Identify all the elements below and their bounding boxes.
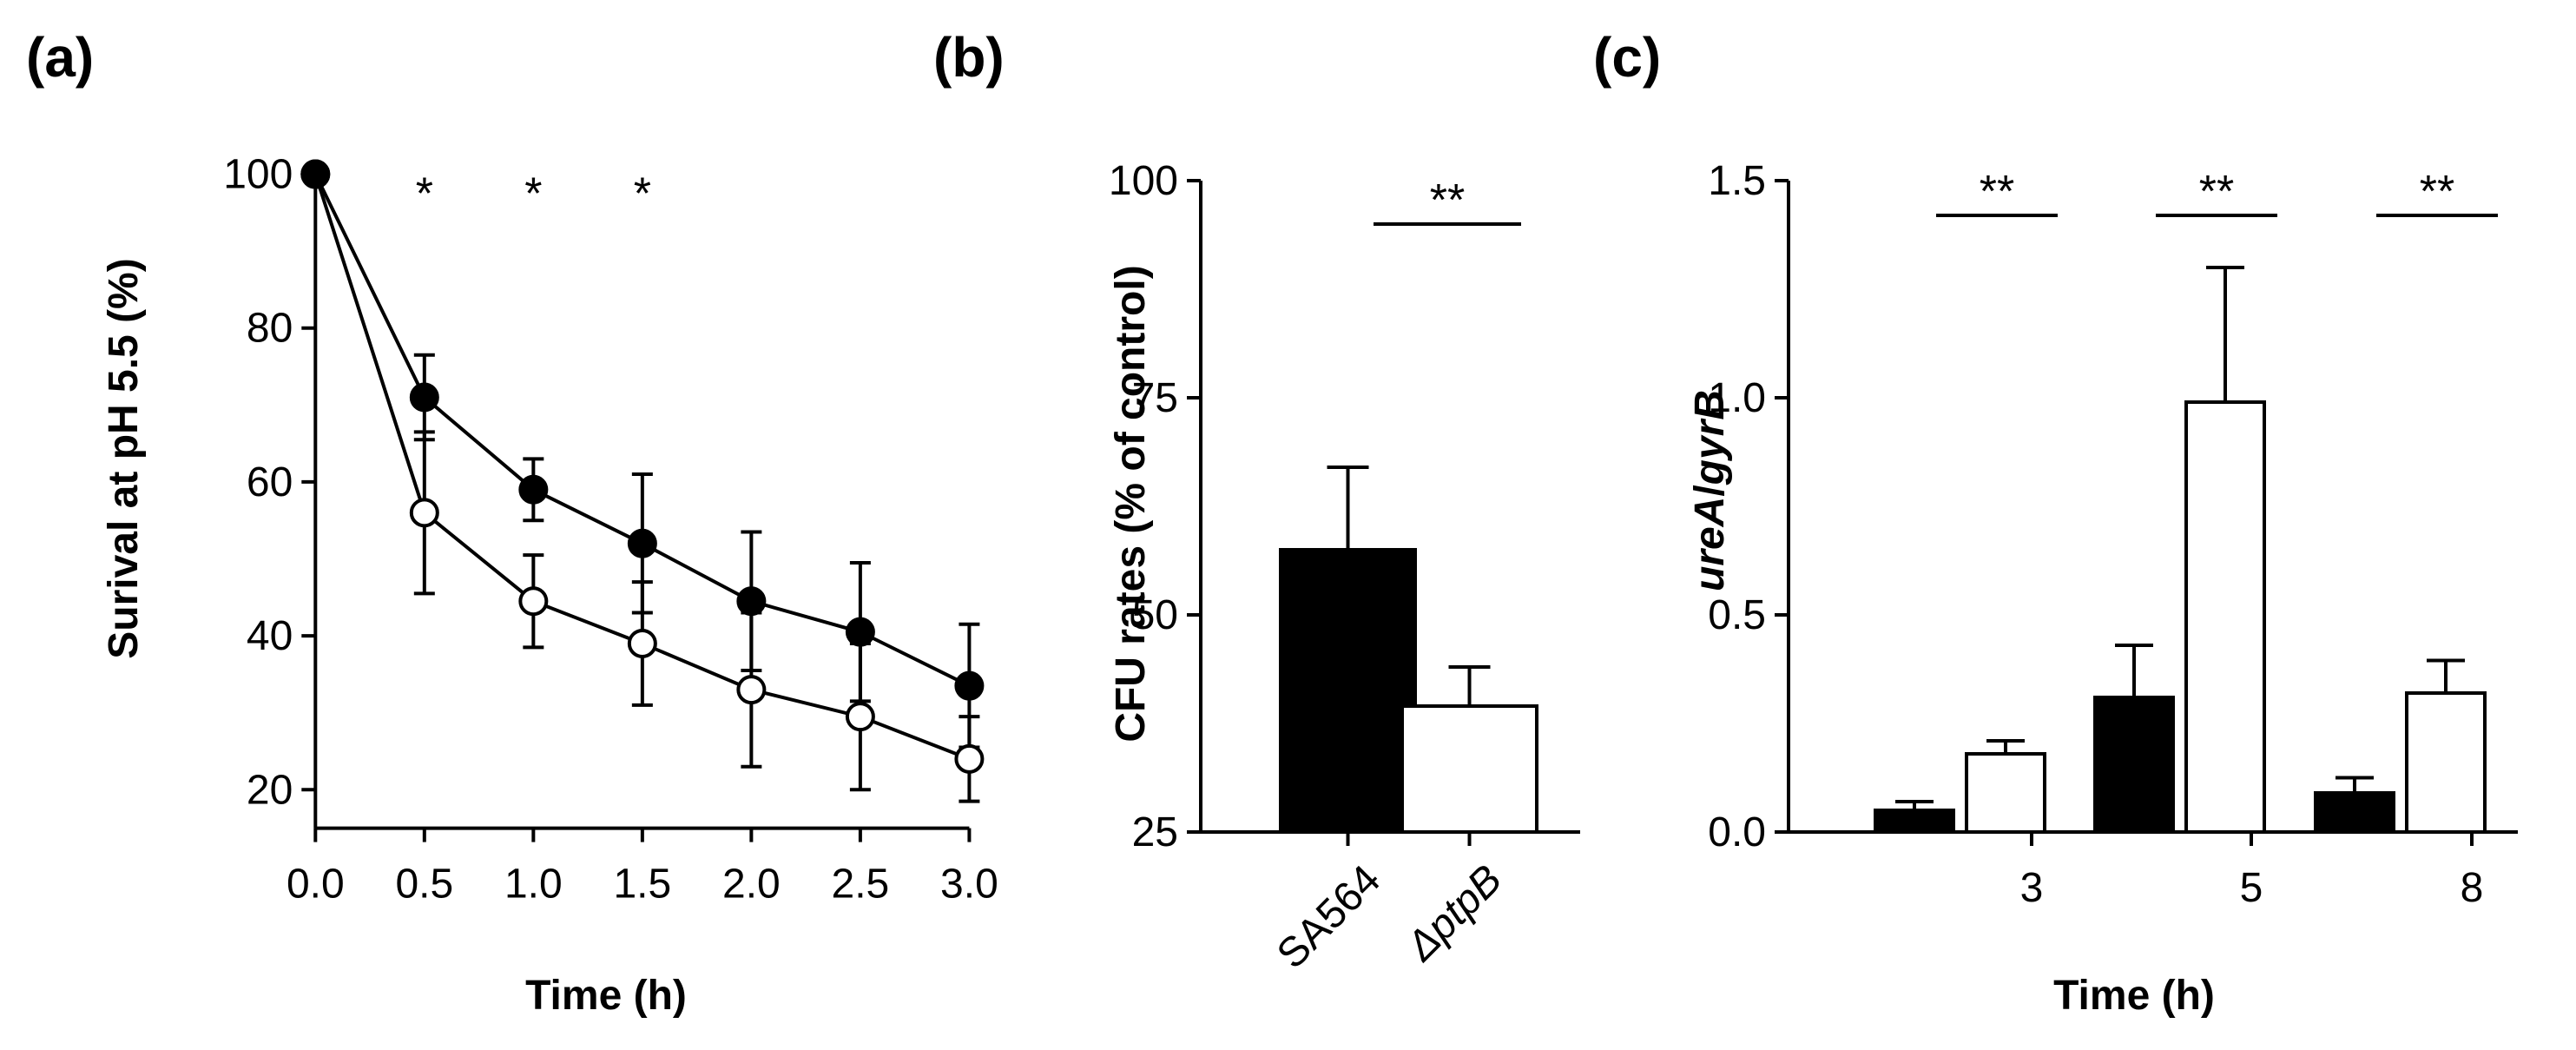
panel-c-significance-label: ** [2420, 167, 2454, 217]
panel-a-significance-star: * [416, 169, 433, 220]
panel-a-y-tick-label: 40 [247, 613, 293, 659]
panel-a-y-tick-label: 60 [247, 459, 293, 505]
panel-b-significance-label: ** [1430, 175, 1465, 226]
panel-a-point-sa564 [518, 474, 549, 505]
panel-label-c: (c) [1593, 26, 1661, 89]
panel-a-significance-star: * [524, 169, 542, 220]
panel-a-point-ptpb [954, 743, 985, 774]
panel-b-x-tick-label: ΔptpB [1397, 856, 1511, 970]
panel-c-significance-label: ** [2199, 167, 2234, 217]
panel-c-bar-sa564 [2093, 696, 2175, 834]
panel-c-y-label-part-a: ureA [1687, 497, 1733, 591]
panel-a-point-sa564 [736, 586, 767, 617]
panel-c-significance-label: ** [1980, 167, 2014, 217]
panel-a-y-axis-title: Surival at pH 5.5 (%) [101, 258, 147, 658]
panel-c-bar-ptpb [2405, 691, 2487, 834]
panel-a-x-tick-label: 1.0 [504, 862, 563, 908]
panel-c-bar-sa564 [1874, 809, 1955, 834]
panel-a-point-sa564 [409, 382, 439, 413]
panel-c-bar-chart: 0.0 0.5 1.0 1.5 3 5 8 ** ** ** Time (h) ureA/gyrB [1687, 158, 2518, 1019]
panel-a-significance-star: * [634, 169, 651, 220]
panel-a-point-sa564 [845, 617, 875, 647]
panel-a-line-chart: 20 40 60 80 100 0.0 0.5 1.0 1.5 2.0 2.5 3.0 * * * Time… [101, 152, 998, 1019]
panel-a-x-tick-label: 0.0 [287, 862, 345, 908]
panel-a-point-sa564 [300, 159, 331, 189]
panel-a-y-tick-label: 100 [223, 152, 293, 198]
panel-c-y-tick-label: 0.0 [1708, 809, 1766, 855]
panel-a-point-ptpb [736, 675, 767, 705]
panel-c-bar-sa564 [2314, 791, 2395, 834]
panel-label-b: (b) [933, 26, 1005, 89]
panel-a-y-tick-label: 20 [247, 767, 293, 813]
panel-b-y-axis-title: CFU rates (% of control) [1108, 265, 1154, 742]
panel-a-point-ptpb [409, 498, 439, 528]
panel-c-x-tick-label: 3 [2020, 865, 2044, 911]
panel-c-y-label-separator: / [1687, 485, 1733, 496]
panel-c-x-axis-title: Time (h) [2053, 973, 2215, 1019]
panel-b-bar-ptpb [1400, 704, 1538, 834]
panel-b-y-tick-label: 25 [1132, 809, 1178, 855]
panel-a-point-ptpb [518, 586, 549, 617]
panel-c-y-label-part-b: gyrB [1687, 390, 1733, 485]
panel-c-y-tick-label: 1.0 [1708, 375, 1766, 421]
panel-a-x-axis-title: Time (h) [525, 973, 687, 1019]
panel-b-bar-chart: 25 50 75 100 SA564 ΔptpB ** CFU rates (% of co… [1108, 158, 1580, 978]
panel-c-y-tick-label: 0.5 [1708, 592, 1766, 638]
panel-a-x-tick-label: 1.5 [613, 862, 671, 908]
panel-b-x-tick-label: SA564 [1268, 856, 1389, 977]
panel-a-x-tick-label: 2.5 [832, 862, 890, 908]
panel-c-bar-ptpb [1965, 752, 2046, 834]
panel-c-bar-ptpb [2184, 400, 2266, 834]
panel-label-a: (a) [26, 26, 94, 89]
panel-a-point-sa564 [627, 528, 657, 558]
panel-a-point-sa564 [954, 670, 985, 701]
panel-c-x-tick-label: 8 [2461, 865, 2484, 911]
panel-c-y-axis-title: ureA/gyrB [1687, 390, 1733, 591]
panel-b-y-tick-label: 75 [1132, 375, 1178, 421]
panel-a-x-tick-label: 0.5 [395, 862, 453, 908]
panel-b-y-tick-label: 50 [1132, 592, 1178, 638]
panel-a-point-ptpb [845, 702, 875, 732]
panel-a-x-tick-label: 3.0 [940, 862, 998, 908]
panel-c-x-tick-label: 5 [2240, 865, 2263, 911]
panel-a-y-tick-label: 80 [247, 306, 293, 352]
panel-a-x-tick-label: 2.0 [722, 862, 781, 908]
panel-c-y-tick-label: 1.5 [1708, 158, 1766, 204]
panel-b-bar-sa564 [1279, 548, 1417, 834]
panel-a-point-ptpb [627, 628, 657, 658]
panel-b-y-tick-label: 100 [1109, 158, 1178, 204]
